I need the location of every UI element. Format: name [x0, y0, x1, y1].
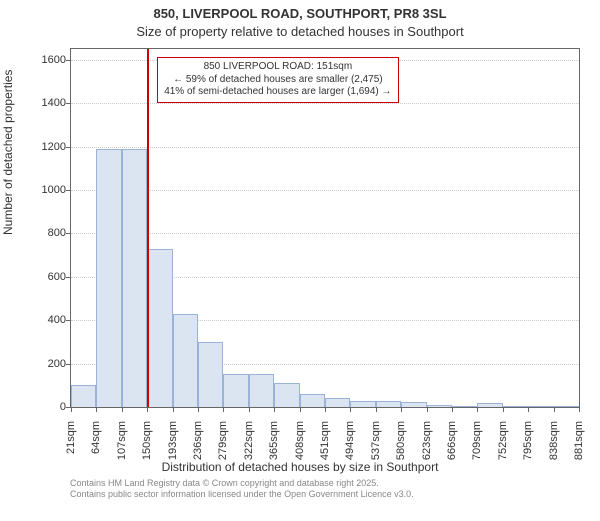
- x-tick-mark: [427, 408, 428, 412]
- x-tick-label: 838sqm: [548, 421, 560, 521]
- annotation-text-line: 41% of semi-detached houses are larger (…: [164, 86, 391, 99]
- histogram-bar: [452, 406, 477, 407]
- x-tick-label: 21sqm: [65, 421, 77, 521]
- histogram-bar: [401, 402, 426, 407]
- y-tick-mark: [66, 103, 70, 104]
- x-tick-mark: [173, 408, 174, 412]
- chart-title-line2: Size of property relative to detached ho…: [0, 24, 600, 39]
- histogram-bar: [71, 385, 96, 407]
- histogram-bar: [528, 406, 553, 407]
- x-tick-mark: [71, 408, 72, 412]
- x-tick-label: 236sqm: [192, 421, 204, 521]
- x-tick-label: 408sqm: [294, 421, 306, 521]
- x-tick-mark: [223, 408, 224, 412]
- property-annotation: 850 LIVERPOOL ROAD: 151sqm← 59% of detac…: [157, 57, 398, 103]
- histogram-bar: [223, 374, 248, 407]
- x-tick-mark: [401, 408, 402, 412]
- y-tick-label: 1400: [6, 97, 66, 109]
- histogram-bar: [300, 394, 325, 407]
- x-tick-mark: [350, 408, 351, 412]
- x-tick-mark: [376, 408, 377, 412]
- y-tick-mark: [66, 407, 70, 408]
- x-tick-mark: [122, 408, 123, 412]
- property-marker-line: [147, 49, 149, 407]
- histogram-bar: [325, 398, 350, 407]
- x-tick-label: 150sqm: [141, 421, 153, 521]
- histogram-bar: [350, 401, 375, 408]
- histogram-bar: [96, 149, 121, 407]
- x-tick-label: 795sqm: [522, 421, 534, 521]
- y-tick-mark: [66, 233, 70, 234]
- histogram-bar: [198, 342, 223, 407]
- y-tick-mark: [66, 277, 70, 278]
- histogram-bar: [427, 405, 452, 407]
- y-tick-label: 1600: [6, 54, 66, 66]
- x-tick-mark: [452, 408, 453, 412]
- x-tick-mark: [249, 408, 250, 412]
- x-tick-mark: [528, 408, 529, 412]
- x-tick-label: 580sqm: [395, 421, 407, 521]
- x-tick-label: 279sqm: [217, 421, 229, 521]
- x-tick-label: 537sqm: [370, 421, 382, 521]
- x-tick-mark: [503, 408, 504, 412]
- x-tick-mark: [554, 408, 555, 412]
- chart-plot-area: 850 LIVERPOOL ROAD: 151sqm← 59% of detac…: [70, 48, 580, 408]
- x-tick-mark: [96, 408, 97, 412]
- y-tick-label: 1200: [6, 141, 66, 153]
- histogram-bar: [477, 403, 502, 407]
- x-tick-label: 709sqm: [471, 421, 483, 521]
- y-tick-mark: [66, 364, 70, 365]
- x-tick-mark: [579, 408, 580, 412]
- annotation-text-line: 850 LIVERPOOL ROAD: 151sqm: [164, 61, 391, 74]
- x-tick-mark: [147, 408, 148, 412]
- annotation-text-line: ← 59% of detached houses are smaller (2,…: [164, 74, 391, 87]
- histogram-bar: [376, 401, 401, 408]
- histogram-bar: [173, 314, 198, 407]
- y-tick-label: 0: [6, 401, 66, 413]
- y-tick-label: 600: [6, 271, 66, 283]
- x-tick-label: 494sqm: [344, 421, 356, 521]
- chart-title-line1: 850, LIVERPOOL ROAD, SOUTHPORT, PR8 3SL: [0, 6, 600, 21]
- histogram-bar: [147, 249, 172, 407]
- y-tick-mark: [66, 60, 70, 61]
- y-tick-mark: [66, 320, 70, 321]
- y-tick-label: 400: [6, 314, 66, 326]
- histogram-bar: [503, 406, 528, 407]
- x-tick-label: 666sqm: [446, 421, 458, 521]
- x-tick-mark: [477, 408, 478, 412]
- x-tick-mark: [274, 408, 275, 412]
- histogram-bar: [274, 383, 299, 407]
- y-tick-label: 200: [6, 358, 66, 370]
- histogram-bar: [249, 374, 274, 407]
- x-tick-label: 64sqm: [90, 421, 102, 521]
- x-tick-label: 881sqm: [573, 421, 585, 521]
- x-tick-mark: [198, 408, 199, 412]
- histogram-bar: [554, 406, 579, 407]
- x-tick-mark: [300, 408, 301, 412]
- y-tick-mark: [66, 147, 70, 148]
- x-tick-label: 322sqm: [243, 421, 255, 521]
- x-tick-label: 107sqm: [116, 421, 128, 521]
- x-tick-label: 193sqm: [167, 421, 179, 521]
- y-tick-label: 1000: [6, 184, 66, 196]
- x-tick-mark: [325, 408, 326, 412]
- histogram-bar: [122, 149, 147, 407]
- x-tick-label: 451sqm: [319, 421, 331, 521]
- y-tick-mark: [66, 190, 70, 191]
- y-tick-label: 800: [6, 227, 66, 239]
- x-tick-label: 365sqm: [268, 421, 280, 521]
- x-tick-label: 623sqm: [421, 421, 433, 521]
- x-tick-label: 752sqm: [497, 421, 509, 521]
